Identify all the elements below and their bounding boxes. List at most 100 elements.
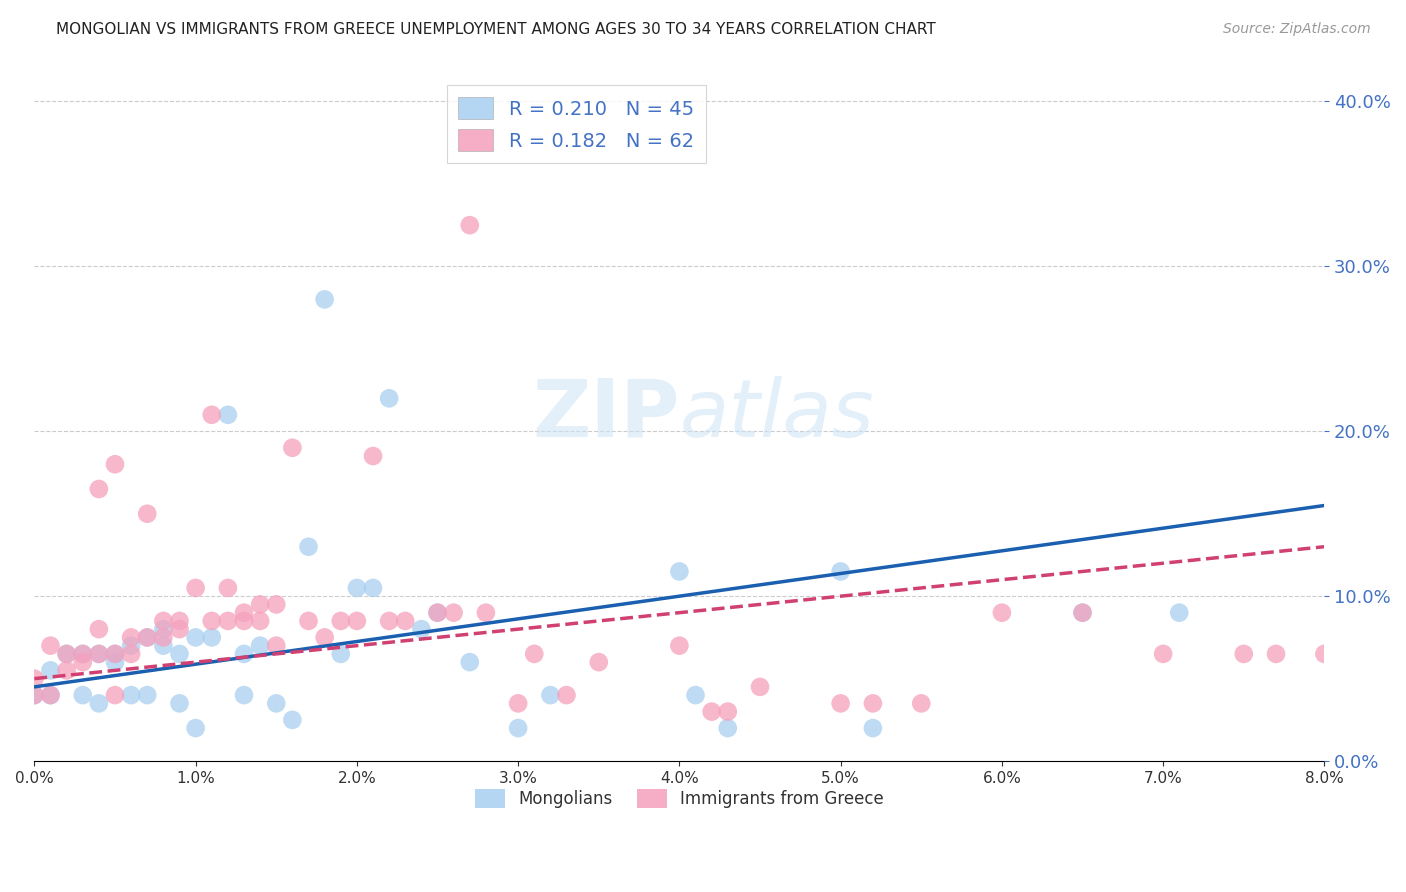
- Point: [104, 688, 127, 702]
- Point: [184, 581, 207, 595]
- Point: [588, 655, 610, 669]
- Point: [910, 697, 932, 711]
- Point: [523, 647, 546, 661]
- Point: [104, 457, 127, 471]
- Point: [830, 565, 852, 579]
- Point: [426, 606, 449, 620]
- Point: [361, 449, 384, 463]
- Text: MONGOLIAN VS IMMIGRANTS FROM GREECE UNEMPLOYMENT AMONG AGES 30 TO 34 YEARS CORRE: MONGOLIAN VS IMMIGRANTS FROM GREECE UNEM…: [56, 22, 936, 37]
- Point: [104, 647, 127, 661]
- Point: [104, 647, 127, 661]
- Point: [87, 647, 110, 661]
- Point: [329, 614, 352, 628]
- Point: [217, 581, 239, 595]
- Point: [329, 647, 352, 661]
- Point: [152, 631, 174, 645]
- Point: [717, 721, 740, 735]
- Point: [411, 622, 433, 636]
- Point: [87, 482, 110, 496]
- Point: [169, 622, 191, 636]
- Point: [169, 697, 191, 711]
- Point: [1233, 647, 1256, 661]
- Point: [217, 614, 239, 628]
- Point: [749, 680, 772, 694]
- Point: [87, 647, 110, 661]
- Point: [668, 639, 690, 653]
- Point: [72, 688, 94, 702]
- Point: [22, 672, 45, 686]
- Point: [233, 606, 256, 620]
- Point: [685, 688, 707, 702]
- Point: [233, 647, 256, 661]
- Point: [297, 540, 319, 554]
- Point: [184, 631, 207, 645]
- Point: [249, 614, 271, 628]
- Point: [104, 655, 127, 669]
- Text: atlas: atlas: [679, 376, 875, 454]
- Legend: Mongolians, Immigrants from Greece: Mongolians, Immigrants from Greece: [468, 782, 891, 815]
- Point: [55, 664, 77, 678]
- Point: [508, 721, 530, 735]
- Point: [361, 581, 384, 595]
- Point: [297, 614, 319, 628]
- Point: [264, 697, 287, 711]
- Point: [862, 697, 884, 711]
- Point: [136, 631, 159, 645]
- Point: [249, 598, 271, 612]
- Text: Source: ZipAtlas.com: Source: ZipAtlas.com: [1223, 22, 1371, 37]
- Point: [136, 631, 159, 645]
- Point: [22, 688, 45, 702]
- Point: [378, 614, 401, 628]
- Point: [426, 606, 449, 620]
- Point: [668, 565, 690, 579]
- Point: [700, 705, 723, 719]
- Point: [458, 655, 481, 669]
- Point: [152, 622, 174, 636]
- Point: [1168, 606, 1191, 620]
- Point: [830, 697, 852, 711]
- Point: [201, 408, 224, 422]
- Point: [201, 631, 224, 645]
- Point: [717, 705, 740, 719]
- Point: [39, 688, 62, 702]
- Point: [39, 639, 62, 653]
- Point: [538, 688, 561, 702]
- Point: [87, 622, 110, 636]
- Point: [217, 408, 239, 422]
- Point: [72, 647, 94, 661]
- Point: [87, 697, 110, 711]
- Point: [22, 688, 45, 702]
- Point: [136, 688, 159, 702]
- Point: [458, 218, 481, 232]
- Point: [314, 631, 336, 645]
- Point: [39, 688, 62, 702]
- Point: [233, 688, 256, 702]
- Point: [475, 606, 498, 620]
- Point: [136, 507, 159, 521]
- Point: [1152, 647, 1174, 661]
- Point: [991, 606, 1014, 620]
- Point: [120, 688, 142, 702]
- Point: [1071, 606, 1094, 620]
- Point: [346, 614, 368, 628]
- Point: [169, 647, 191, 661]
- Point: [264, 598, 287, 612]
- Point: [249, 639, 271, 653]
- Point: [233, 614, 256, 628]
- Point: [1265, 647, 1288, 661]
- Point: [120, 639, 142, 653]
- Point: [169, 614, 191, 628]
- Point: [862, 721, 884, 735]
- Point: [443, 606, 465, 620]
- Point: [378, 392, 401, 406]
- Point: [184, 721, 207, 735]
- Point: [39, 664, 62, 678]
- Text: ZIP: ZIP: [531, 376, 679, 454]
- Point: [201, 614, 224, 628]
- Point: [346, 581, 368, 595]
- Point: [55, 647, 77, 661]
- Point: [120, 631, 142, 645]
- Point: [394, 614, 416, 628]
- Point: [264, 639, 287, 653]
- Point: [1313, 647, 1336, 661]
